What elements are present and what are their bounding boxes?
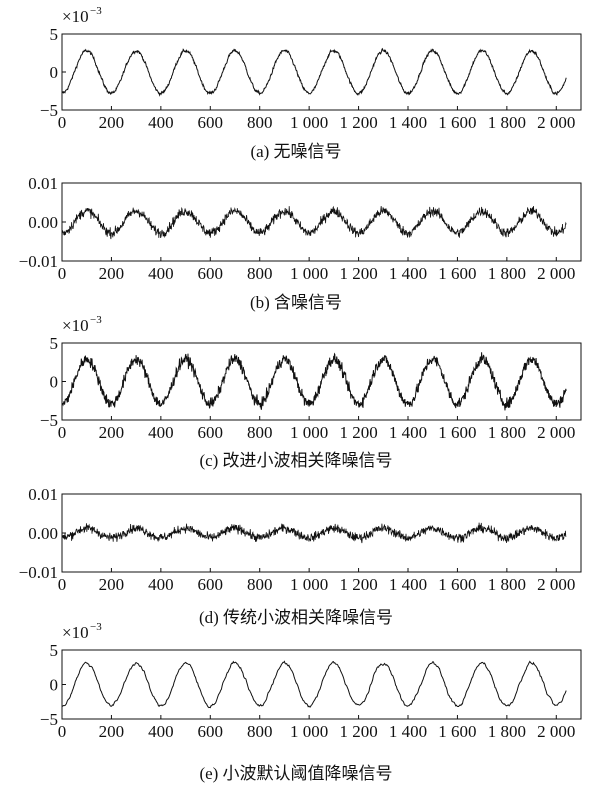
chart-panel-d: 0.01 0.00 −0.010 200 400 600 800 1 000 1 200 1 40… [19,485,582,627]
y-tick-label: −0.01 [19,252,58,271]
axis-multiplier: ×10 [62,7,89,26]
x-tick-label: 200 [99,423,125,442]
x-tick-label: 1 400 [389,423,427,442]
x-tick-label: 2 000 [537,423,575,442]
x-tick-label: 1 600 [438,264,476,283]
axis-multiplier: ×10 [62,623,89,642]
x-tick-label: 1 400 [389,264,427,283]
x-tick-label: 800 [247,113,273,132]
axis-multiplier-exponent: −3 [90,621,102,633]
y-tick-label: 0.01 [28,174,58,193]
x-tick-label: 600 [198,722,224,741]
y-tick-label: −5 [40,101,58,120]
y-tick-label: 5 [50,25,59,44]
y-tick-label: 0 [50,676,59,695]
x-tick-label: 0 [58,423,67,442]
x-tick-label: 200 [99,113,125,132]
x-tick-label: 1 200 [339,722,377,741]
x-tick-label: 1 000 [290,264,328,283]
x-tick-label: 1 000 [290,423,328,442]
series-line-0 [61,660,567,709]
panel-caption: (d) 传统小波相关降噪信号 [199,608,393,627]
x-tick-label: 1 600 [438,722,476,741]
x-tick-label: 2 000 [537,575,575,594]
x-tick-label: 1 200 [339,264,377,283]
y-tick-label: 5 [50,334,59,353]
x-tick-label: 600 [198,264,224,283]
chart-panel-b: 0.01 0.00 −0.010 200 400 600 800 1 000 1 200 1 40… [19,174,582,312]
y-tick-label: 5 [50,641,59,660]
x-tick-label: 1 400 [389,113,427,132]
series-line-0 [61,352,567,411]
x-tick-label: 1 200 [339,113,377,132]
y-tick-label: 0 [50,373,59,392]
series-line-0 [61,47,567,97]
y-tick-label: 0 [50,63,59,82]
chart-panel-e: 50−50 200 400 600 800 1 000 1 200 1 400 1 600 1 8… [40,621,582,783]
x-tick-label: 0 [58,722,67,741]
x-tick-label: 0 [58,113,67,132]
series-line-0 [61,522,567,544]
x-tick-label: 200 [99,575,125,594]
x-tick-label: 1 400 [389,722,427,741]
chart-panel-a: 50−50 200 400 600 800 1 000 1 200 1 400 1 600 1 8… [40,5,582,161]
x-tick-label: 1 000 [290,575,328,594]
axis-multiplier-exponent: −3 [90,5,102,17]
x-tick-label: 400 [148,423,174,442]
x-tick-label: 1 800 [488,575,526,594]
x-tick-label: 2 000 [537,113,575,132]
x-tick-label: 200 [99,722,125,741]
x-tick-label: 1 600 [438,113,476,132]
panel-caption: (a) 无噪信号 [250,142,341,161]
x-tick-label: 400 [148,264,174,283]
panel-caption: (c) 改进小波相关降噪信号 [199,451,392,470]
x-tick-label: 1 600 [438,423,476,442]
x-tick-label: 1 200 [339,575,377,594]
x-tick-label: 1 600 [438,575,476,594]
x-tick-label: 800 [247,575,273,594]
y-tick-label: 0.01 [28,485,58,504]
x-tick-label: 0 [58,575,67,594]
x-tick-label: 800 [247,722,273,741]
x-tick-label: 400 [148,113,174,132]
x-tick-label: 1 800 [488,423,526,442]
x-tick-label: 200 [99,264,125,283]
x-tick-label: 400 [148,722,174,741]
y-tick-label: −0.01 [19,563,58,582]
series-line-0 [61,205,567,240]
x-tick-label: 400 [148,575,174,594]
x-tick-label: 1 800 [488,264,526,283]
x-tick-label: 1 800 [488,722,526,741]
x-tick-label: 1 400 [389,575,427,594]
y-tick-label: −5 [40,710,58,729]
x-tick-label: 600 [198,113,224,132]
x-tick-label: 1 800 [488,113,526,132]
x-tick-label: 600 [198,575,224,594]
axis-multiplier-exponent: −3 [90,314,102,326]
x-tick-label: 1 200 [339,423,377,442]
axis-multiplier: ×10 [62,316,89,335]
x-tick-label: 0 [58,264,67,283]
x-tick-label: 800 [247,423,273,442]
x-tick-label: 2 000 [537,264,575,283]
x-tick-label: 2 000 [537,722,575,741]
y-tick-label: 0.00 [28,524,58,543]
x-tick-label: 1 000 [290,722,328,741]
y-tick-label: −5 [40,411,58,430]
panel-caption: (e) 小波默认阈值降噪信号 [199,764,392,783]
x-tick-label: 800 [247,264,273,283]
panel-caption: (b) 含噪信号 [250,293,342,312]
x-tick-label: 600 [198,423,224,442]
x-tick-label: 1 000 [290,113,328,132]
chart-panel-c: 50−50 200 400 600 800 1 000 1 200 1 400 1 600 1 8… [40,314,582,470]
y-tick-label: 0.00 [28,213,58,232]
